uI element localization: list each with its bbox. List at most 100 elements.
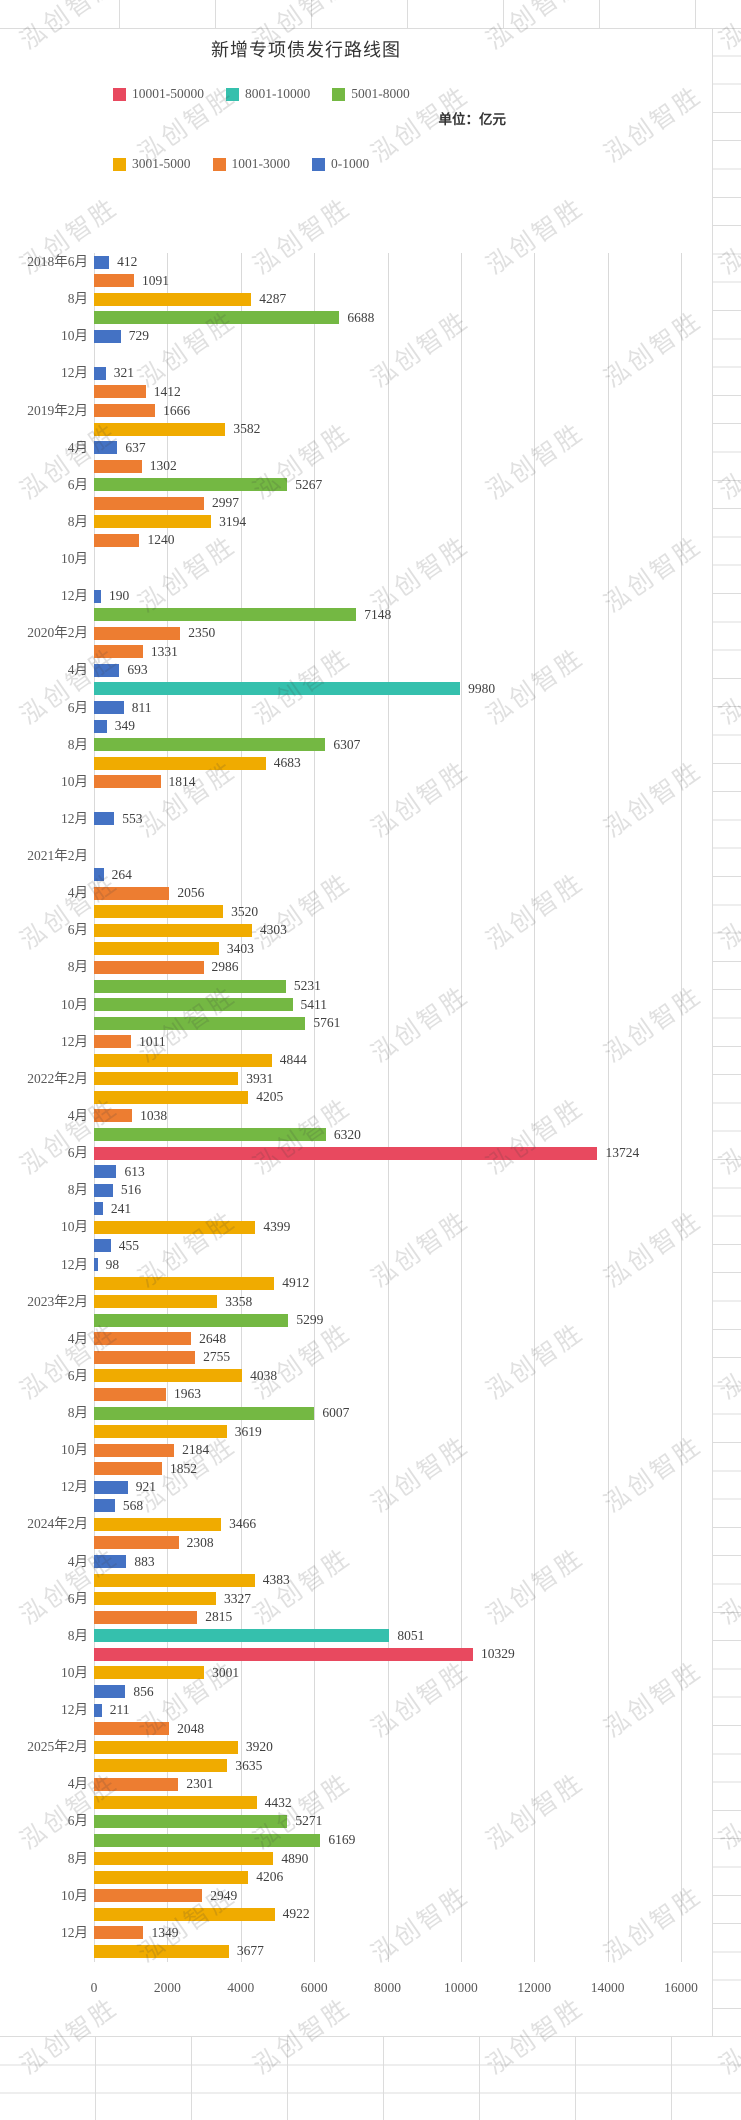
bar-2024-06[interactable]	[94, 1592, 217, 1606]
bar-2020-12[interactable]	[94, 812, 115, 826]
bar-2018-07[interactable]	[94, 274, 135, 288]
bar-2021-09[interactable]	[94, 979, 286, 993]
bar-2020-02[interactable]	[94, 626, 181, 640]
bar-2019-12[interactable]	[94, 589, 101, 603]
bar-2019-04[interactable]	[94, 441, 118, 455]
bar-2024-05[interactable]	[94, 1573, 255, 1587]
bar-2021-11[interactable]	[94, 1016, 306, 1030]
bar-2025-08[interactable]	[94, 1852, 274, 1866]
bar-2019-01[interactable]	[94, 385, 146, 399]
bar-2024-03[interactable]	[94, 1536, 179, 1550]
bar-2019-06[interactable]	[94, 478, 288, 492]
bar-2025-03[interactable]	[94, 1759, 228, 1773]
bar-2022-12[interactable]	[94, 1258, 98, 1271]
bar-2019-08[interactable]	[94, 515, 212, 529]
bar-2022-03[interactable]	[94, 1090, 249, 1104]
bar-2025-09[interactable]	[94, 1870, 249, 1884]
bar-2023-04[interactable]	[94, 1332, 192, 1346]
bar-2024-10[interactable]	[94, 1666, 205, 1680]
bar-2019-03[interactable]	[94, 422, 226, 436]
bar-2018-06[interactable]	[94, 255, 110, 269]
bar-2025-06[interactable]	[94, 1814, 288, 1828]
bar-2023-12[interactable]	[94, 1480, 128, 1494]
bar-2024-04[interactable]	[94, 1555, 127, 1569]
bar-2020-10[interactable]	[94, 775, 161, 789]
bar-2024-12[interactable]	[94, 1703, 102, 1717]
bar-2022-09[interactable]	[94, 1202, 103, 1216]
bar-2019-07[interactable]	[94, 496, 204, 510]
bar-2018-08[interactable]	[94, 292, 252, 306]
legend-item-1001-3000[interactable]: 1001-3000	[212, 156, 290, 172]
bar-2025-10[interactable]	[94, 1889, 203, 1903]
bar-2021-06[interactable]	[94, 923, 252, 937]
bar-2019-09[interactable]	[94, 533, 140, 547]
bar-2018-12[interactable]	[94, 366, 106, 380]
bar-2020-03[interactable]	[94, 645, 143, 659]
legend-item-5001-8000[interactable]: 5001-8000	[332, 86, 410, 102]
plot-gridline	[607, 253, 609, 1962]
bar-2023-09[interactable]	[94, 1425, 227, 1439]
bar-2018-10[interactable]	[94, 329, 121, 343]
legend-item-8001-10000[interactable]: 8001-10000	[226, 86, 310, 102]
bar-2022-05[interactable]	[94, 1128, 326, 1142]
bar-2025-05[interactable]	[94, 1796, 257, 1810]
bar-2020-07[interactable]	[94, 719, 107, 733]
bar-2023-08[interactable]	[94, 1406, 315, 1420]
bar-2021-05[interactable]	[94, 905, 224, 919]
bar-2020-01[interactable]	[94, 608, 357, 622]
bar-2018-09[interactable]	[94, 311, 340, 325]
bar-2026-01[interactable]	[94, 1944, 229, 1958]
value-label-2025-01: 2048	[177, 1720, 205, 1736]
bar-2021-08[interactable]	[94, 960, 204, 974]
bar-2019-05[interactable]	[94, 459, 142, 473]
bar-2021-04[interactable]	[94, 886, 170, 900]
bar-2020-08[interactable]	[94, 738, 326, 752]
bar-2020-06[interactable]	[94, 701, 124, 715]
bar-2023-07[interactable]	[94, 1387, 167, 1401]
bar-2020-05[interactable]	[94, 682, 461, 696]
bar-2024-08[interactable]	[94, 1629, 390, 1643]
bar-2025-12[interactable]	[94, 1926, 144, 1940]
bar-2025-11[interactable]	[94, 1907, 275, 1921]
bar-2022-10[interactable]	[94, 1220, 256, 1234]
bar-2023-10[interactable]	[94, 1443, 175, 1457]
legend-item-10001-50000[interactable]: 10001-50000	[113, 86, 204, 102]
category-label-2023-08: 8月	[67, 1405, 88, 1421]
bar-2022-07[interactable]	[94, 1165, 117, 1179]
bar-chart[interactable]: 新增专项债发行路线图 10001-50000 8001-10000 5001-800…	[6, 28, 712, 2036]
category-label-2020-08: 8月	[67, 736, 88, 752]
bar-2024-01[interactable]	[94, 1499, 115, 1513]
bar-2023-01[interactable]	[94, 1276, 275, 1290]
bar-2022-06[interactable]	[94, 1146, 598, 1160]
bar-2024-07[interactable]	[94, 1610, 198, 1624]
bar-2025-01[interactable]	[94, 1722, 170, 1736]
bar-2022-08[interactable]	[94, 1183, 113, 1197]
bar-2022-02[interactable]	[94, 1072, 239, 1086]
bar-2019-02[interactable]	[94, 404, 156, 418]
bar-2023-02[interactable]	[94, 1295, 218, 1309]
bar-2024-09[interactable]	[94, 1647, 473, 1661]
legend-item-3001-5000[interactable]: 3001-5000	[113, 156, 191, 172]
bar-2020-04[interactable]	[94, 663, 120, 677]
legend-item-0-1000[interactable]: 0-1000	[312, 156, 369, 172]
bar-2023-03[interactable]	[94, 1313, 289, 1327]
bar-2023-05[interactable]	[94, 1350, 196, 1364]
bar-2025-04[interactable]	[94, 1777, 179, 1791]
bar-2025-02[interactable]	[94, 1740, 238, 1754]
category-label-2023-10: 10月	[61, 1442, 88, 1458]
value-label-2022-11: 455	[118, 1237, 139, 1253]
bar-2021-12[interactable]	[94, 1035, 132, 1049]
bar-2023-06[interactable]	[94, 1369, 243, 1383]
bar-2024-02[interactable]	[94, 1517, 222, 1531]
bar-2021-07[interactable]	[94, 942, 219, 956]
bar-2021-03[interactable]	[94, 868, 104, 882]
bar-2024-11[interactable]	[94, 1685, 126, 1698]
unit-label: 单位：亿元	[438, 112, 507, 127]
bar-2022-04[interactable]	[94, 1109, 133, 1123]
bar-2022-11[interactable]	[94, 1239, 111, 1253]
bar-2021-10[interactable]	[94, 998, 293, 1012]
bar-2022-01[interactable]	[94, 1053, 272, 1067]
bar-2025-07[interactable]	[94, 1833, 321, 1847]
bar-2020-09[interactable]	[94, 756, 266, 770]
bar-2023-11[interactable]	[94, 1462, 162, 1476]
